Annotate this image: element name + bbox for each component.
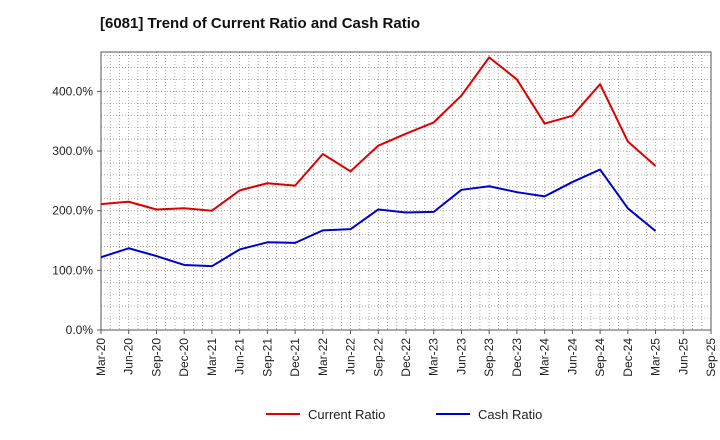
x-tick-label: Jun-23 — [454, 338, 468, 375]
x-tick-label: Dec-21 — [288, 338, 302, 377]
chart-title: [6081] Trend of Current Ratio and Cash R… — [100, 15, 421, 32]
x-tick-label: Sep-25 — [704, 338, 718, 377]
y-tick-label: 200.0% — [52, 204, 93, 218]
x-tick-label: Jun-24 — [565, 338, 579, 375]
y-tick-label: 400.0% — [52, 84, 93, 98]
x-tick-label: Mar-22 — [316, 338, 330, 376]
x-tick-label: Mar-25 — [649, 338, 663, 376]
x-tick-label: Sep-23 — [482, 338, 496, 377]
series-line-current-ratio — [100, 56, 657, 212]
x-tick-label: Dec-23 — [510, 338, 524, 377]
x-tick-label: Dec-24 — [621, 338, 635, 377]
x-tick-label: Mar-23 — [427, 338, 441, 376]
x-tick-label: Jun-21 — [233, 338, 247, 375]
legend-label: Cash Ratio — [478, 407, 542, 422]
x-tick-label: Mar-24 — [538, 338, 552, 376]
series-line-cash-ratio — [100, 168, 657, 268]
y-tick-label: 0.0% — [66, 323, 94, 337]
x-tick-label: Sep-22 — [371, 338, 385, 377]
x-tick-label: Sep-24 — [593, 338, 607, 377]
x-tick-label: Mar-20 — [94, 338, 108, 376]
x-tick-label: Jun-22 — [344, 338, 358, 375]
x-tick-label: Sep-20 — [149, 338, 163, 377]
x-tick-label: Jun-25 — [676, 338, 690, 375]
y-tick-label: 300.0% — [52, 144, 93, 158]
x-tick-label: Dec-20 — [177, 338, 191, 377]
x-tick-label: Jun-20 — [122, 338, 136, 375]
x-tick-label: Sep-21 — [260, 338, 274, 377]
x-tick-label: Dec-22 — [399, 338, 413, 377]
legend-label: Current Ratio — [308, 407, 385, 422]
x-tick-label: Mar-21 — [205, 338, 219, 376]
y-tick-label: 100.0% — [52, 263, 93, 277]
